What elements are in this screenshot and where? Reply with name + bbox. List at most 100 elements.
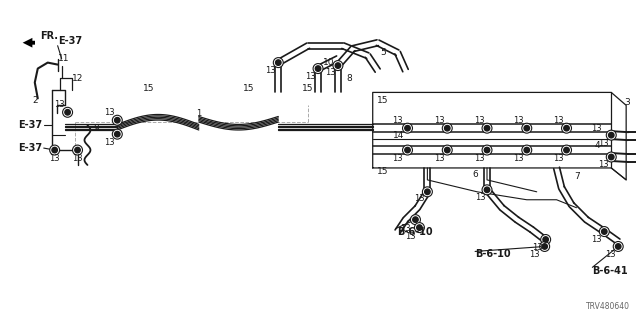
Text: B-6-41: B-6-41 <box>593 266 628 276</box>
Text: 13: 13 <box>104 138 115 147</box>
Circle shape <box>484 147 490 153</box>
Circle shape <box>442 145 452 155</box>
Circle shape <box>564 125 569 131</box>
Text: 13: 13 <box>529 250 540 259</box>
Circle shape <box>543 237 548 242</box>
Text: 13: 13 <box>392 116 403 125</box>
Circle shape <box>403 145 412 155</box>
Text: B-6-10: B-6-10 <box>475 249 511 260</box>
Text: 13: 13 <box>434 154 445 163</box>
Circle shape <box>415 223 424 233</box>
Text: 9: 9 <box>93 124 99 133</box>
Text: 13: 13 <box>72 154 83 163</box>
Circle shape <box>273 58 284 68</box>
Text: 13: 13 <box>434 116 445 125</box>
Circle shape <box>606 152 616 162</box>
Text: 10: 10 <box>323 58 335 67</box>
Text: 13: 13 <box>414 194 425 203</box>
Text: 6: 6 <box>472 171 478 180</box>
Circle shape <box>335 63 340 68</box>
Text: 15: 15 <box>377 96 388 105</box>
Circle shape <box>561 123 572 133</box>
Circle shape <box>524 125 529 131</box>
Circle shape <box>403 123 412 133</box>
Text: 1: 1 <box>196 109 202 118</box>
Circle shape <box>599 227 609 236</box>
Text: 13: 13 <box>591 124 602 133</box>
Circle shape <box>425 189 430 195</box>
Text: 12: 12 <box>72 74 83 83</box>
Text: 14: 14 <box>392 131 404 140</box>
Text: 3: 3 <box>624 98 630 107</box>
Text: 13: 13 <box>392 154 403 163</box>
Text: 2: 2 <box>32 96 38 105</box>
Circle shape <box>522 145 532 155</box>
Circle shape <box>75 147 80 153</box>
Text: 13: 13 <box>475 193 485 202</box>
Text: 11: 11 <box>58 54 69 63</box>
Text: 13: 13 <box>54 100 65 109</box>
Text: TRV480640: TRV480640 <box>586 302 630 311</box>
Text: 13: 13 <box>532 243 543 252</box>
Text: 15: 15 <box>243 84 254 93</box>
Text: B-6-10: B-6-10 <box>397 227 433 236</box>
Text: 13: 13 <box>305 72 316 81</box>
Text: 15: 15 <box>377 167 388 176</box>
Circle shape <box>524 147 529 153</box>
Circle shape <box>482 185 492 195</box>
Circle shape <box>413 217 418 222</box>
Text: 8: 8 <box>346 74 351 83</box>
Text: FR.: FR. <box>40 31 58 41</box>
Circle shape <box>404 125 410 131</box>
Text: 13: 13 <box>405 232 416 241</box>
Circle shape <box>52 147 58 153</box>
Text: 13: 13 <box>553 154 564 163</box>
Circle shape <box>404 147 410 153</box>
Circle shape <box>50 145 60 155</box>
Circle shape <box>482 145 492 155</box>
Circle shape <box>417 225 422 230</box>
Circle shape <box>422 187 433 197</box>
Text: 13: 13 <box>474 154 484 163</box>
Circle shape <box>522 123 532 133</box>
Text: 15: 15 <box>143 84 155 93</box>
Text: 13: 13 <box>598 160 609 170</box>
Circle shape <box>276 60 281 65</box>
Text: E-37: E-37 <box>18 143 42 153</box>
Circle shape <box>316 66 321 71</box>
Text: 13: 13 <box>605 250 616 259</box>
Circle shape <box>564 147 569 153</box>
Circle shape <box>442 123 452 133</box>
Circle shape <box>541 235 550 244</box>
Circle shape <box>484 187 490 193</box>
Circle shape <box>112 129 122 139</box>
Circle shape <box>410 215 420 225</box>
Circle shape <box>609 132 614 138</box>
Text: 13: 13 <box>513 116 524 125</box>
Circle shape <box>445 147 450 153</box>
Circle shape <box>602 229 607 234</box>
Circle shape <box>561 145 572 155</box>
Text: 13: 13 <box>474 116 484 125</box>
Text: 15: 15 <box>302 84 314 93</box>
Text: 13: 13 <box>591 235 602 244</box>
Text: 13: 13 <box>513 154 524 163</box>
Text: 13: 13 <box>49 154 60 163</box>
Text: 4: 4 <box>595 140 600 149</box>
Circle shape <box>313 64 323 74</box>
Text: E-37: E-37 <box>18 120 42 130</box>
Text: 7: 7 <box>575 172 580 181</box>
Circle shape <box>484 125 490 131</box>
Text: 13: 13 <box>324 68 335 77</box>
Circle shape <box>540 242 550 252</box>
Circle shape <box>613 242 623 252</box>
Text: 13: 13 <box>104 108 115 117</box>
Circle shape <box>63 107 72 117</box>
Circle shape <box>333 60 343 70</box>
Circle shape <box>445 125 450 131</box>
Circle shape <box>112 115 122 125</box>
Text: 13: 13 <box>553 116 564 125</box>
Circle shape <box>65 109 70 115</box>
Text: 13: 13 <box>265 66 276 75</box>
Circle shape <box>482 123 492 133</box>
